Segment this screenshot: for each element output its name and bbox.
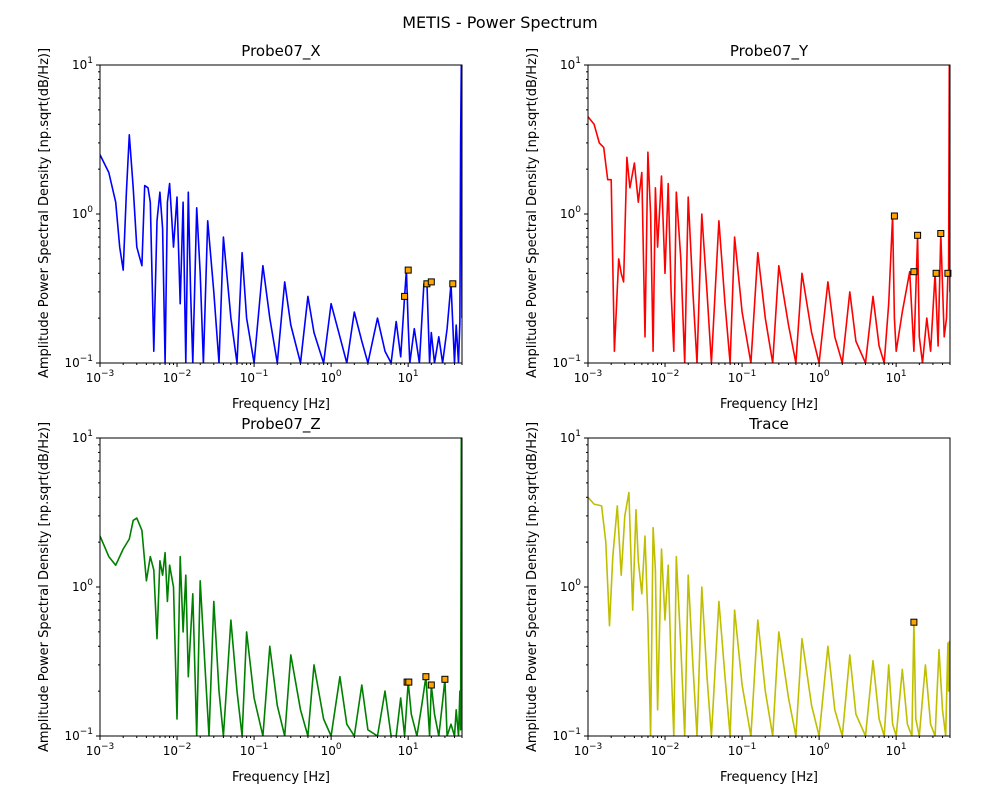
x-tick-label: 101 (886, 369, 907, 385)
y-tick-label: 100 (560, 578, 581, 594)
x-axis-label: Frequency [Hz] (720, 397, 818, 412)
x-tick-label: 10−1 (240, 742, 269, 758)
peak-marker (914, 231, 922, 239)
y-axis-label: Amplitude Power Spectral Density [np.sqr… (37, 422, 52, 752)
peak-marker (441, 675, 449, 683)
chart-panel-trace: Trace Frequency [Hz] Amplitude Power Spe… (525, 415, 951, 785)
x-tick-label: 10−2 (163, 369, 192, 385)
peak-marker (422, 673, 430, 681)
y-axis-label: Amplitude Power Spectral Density [np.sqr… (525, 48, 540, 378)
y-axis-label: Amplitude Power Spectral Density [np.sqr… (525, 422, 540, 752)
y-tick-label: 100 (72, 205, 93, 221)
series-line (100, 438, 462, 736)
y-tick-label: 100 (72, 578, 93, 594)
peak-marker (401, 292, 409, 300)
x-tick-label: 10−3 (86, 742, 115, 758)
chart-title: Probe07_X (241, 42, 320, 61)
peak-marker (910, 618, 918, 626)
series-line (588, 65, 950, 363)
x-tick-label: 10−3 (574, 369, 603, 385)
x-tick-label: 100 (809, 742, 830, 758)
series-line (588, 491, 950, 736)
x-tick-label: 10−2 (651, 742, 680, 758)
peak-marker (910, 268, 918, 276)
x-tick-label: 10−3 (86, 369, 115, 385)
peak-marker (427, 278, 435, 286)
peak-marker (449, 280, 457, 288)
peak-marker (890, 212, 898, 220)
y-tick-label: 10−1 (64, 354, 93, 370)
x-tick-label: 101 (886, 742, 907, 758)
x-tick-label: 10−1 (728, 742, 757, 758)
x-tick-label: 10−1 (240, 369, 269, 385)
chart-title: Trace (748, 415, 789, 433)
x-tick-label: 10−1 (728, 369, 757, 385)
chart-title: Probe07_Z (241, 415, 320, 434)
peak-marker (404, 266, 412, 274)
y-tick-label: 101 (72, 56, 93, 72)
x-tick-label: 100 (321, 742, 342, 758)
series-line (100, 65, 462, 363)
x-tick-label: 10−2 (163, 742, 192, 758)
y-tick-label: 10−1 (552, 727, 581, 743)
y-tick-label: 10−1 (64, 727, 93, 743)
y-tick-label: 101 (560, 429, 581, 445)
x-axis-label: Frequency [Hz] (232, 770, 330, 785)
x-tick-label: 10−2 (651, 369, 680, 385)
x-tick-label: 100 (809, 369, 830, 385)
peak-marker (405, 678, 413, 686)
y-tick-label: 101 (560, 56, 581, 72)
x-axis-label: Frequency [Hz] (720, 770, 818, 785)
y-axis-label: Amplitude Power Spectral Density [np.sqr… (37, 48, 52, 378)
y-tick-label: 101 (72, 429, 93, 445)
y-tick-label: 100 (560, 205, 581, 221)
x-tick-label: 10−3 (574, 742, 603, 758)
chart-panel-probe07-x: Probe07_X Frequency [Hz] Amplitude Power… (37, 42, 463, 412)
x-tick-label: 101 (398, 742, 419, 758)
x-axis-label: Frequency [Hz] (232, 397, 330, 412)
peak-marker (937, 230, 945, 237)
peak-marker (932, 269, 940, 277)
chart-panel-probe07-z: Probe07_Z Frequency [Hz] Amplitude Power… (37, 415, 463, 785)
figure-title: METIS - Power Spectrum (402, 13, 598, 32)
peak-marker (944, 269, 952, 277)
chart-title: Probe07_Y (730, 42, 809, 61)
peak-marker (427, 681, 435, 689)
y-tick-label: 10−1 (552, 354, 581, 370)
x-tick-label: 100 (321, 369, 342, 385)
x-tick-label: 101 (398, 369, 419, 385)
chart-panel-probe07-y: Probe07_Y Frequency [Hz] Amplitude Power… (525, 42, 952, 412)
